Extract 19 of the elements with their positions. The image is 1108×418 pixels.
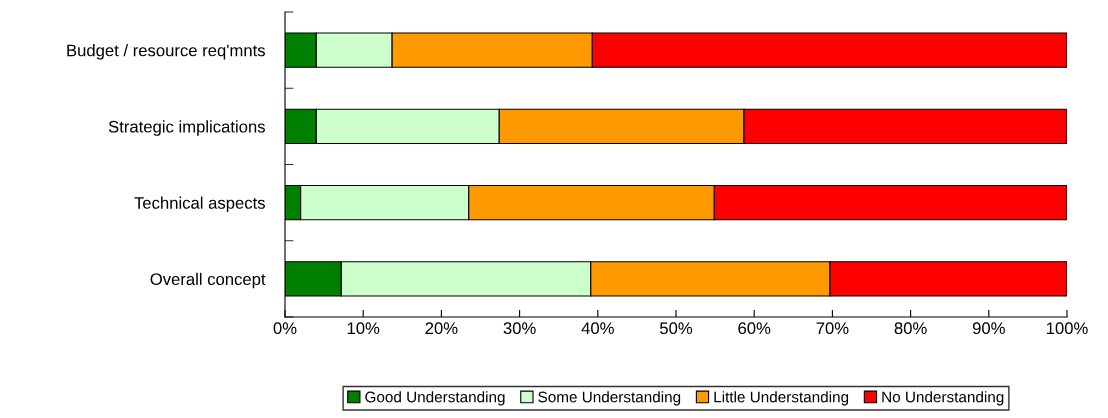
legend-label: Good Understanding bbox=[365, 391, 505, 406]
x-tick-label: 100% bbox=[1046, 322, 1088, 335]
x-tick-label: 30% bbox=[503, 322, 536, 335]
y-tick-label: Overall concept bbox=[150, 272, 266, 289]
y-tick-label: Technical aspects bbox=[134, 196, 265, 213]
x-tick-label: 90% bbox=[972, 322, 1005, 335]
legend-label: Little Understanding bbox=[714, 391, 849, 406]
x-tick-label: 70% bbox=[816, 322, 849, 335]
legend-label: No Understanding bbox=[882, 391, 1004, 406]
x-tick-label: 0% bbox=[273, 322, 297, 335]
x-tick-label: 50% bbox=[659, 322, 693, 335]
x-tick-label: 60% bbox=[738, 322, 771, 335]
y-tick-label: Strategic implications bbox=[108, 120, 265, 136]
legend-label: Some Understanding bbox=[538, 391, 681, 406]
y-tick-label: Budget / resource req'mnts bbox=[67, 44, 265, 60]
x-tick-label: 80% bbox=[894, 322, 927, 335]
x-tick-label: 10% bbox=[347, 322, 380, 335]
x-tick-label: 20% bbox=[425, 322, 458, 335]
x-tick-label: 40% bbox=[581, 322, 614, 335]
